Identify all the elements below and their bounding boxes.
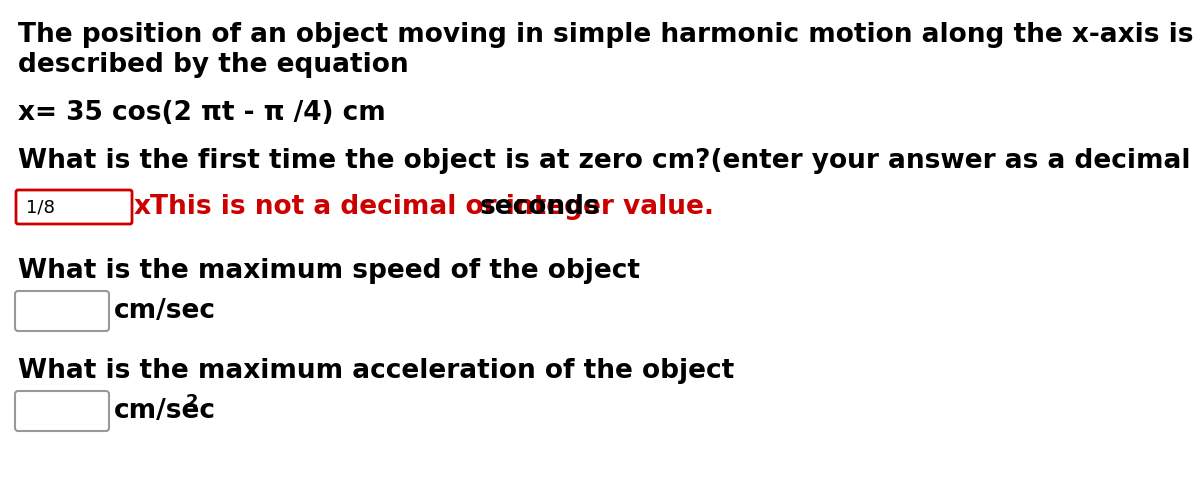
FancyBboxPatch shape: [14, 391, 109, 431]
Text: cm/sec: cm/sec: [114, 298, 216, 324]
Text: x: x: [134, 194, 151, 220]
Text: What is the maximum acceleration of the object: What is the maximum acceleration of the …: [18, 358, 734, 384]
Text: The position of an object moving in simple harmonic motion along the x-axis is: The position of an object moving in simp…: [18, 22, 1194, 48]
Text: What is the first time the object is at zero cm?(enter your answer as a decimal : What is the first time the object is at …: [18, 148, 1200, 174]
Text: described by the equation: described by the equation: [18, 52, 409, 78]
Text: What is the maximum speed of the object: What is the maximum speed of the object: [18, 258, 640, 284]
FancyBboxPatch shape: [14, 291, 109, 331]
Text: 1/8: 1/8: [26, 198, 55, 216]
Text: x= 35 cos(2 πt - π /4) cm: x= 35 cos(2 πt - π /4) cm: [18, 100, 385, 126]
Text: 2: 2: [186, 393, 198, 411]
Text: seconds: seconds: [480, 194, 601, 220]
Text: cm/sec: cm/sec: [114, 398, 216, 424]
Text: This is not a decimal or integer value.: This is not a decimal or integer value.: [150, 194, 714, 220]
FancyBboxPatch shape: [16, 190, 132, 224]
